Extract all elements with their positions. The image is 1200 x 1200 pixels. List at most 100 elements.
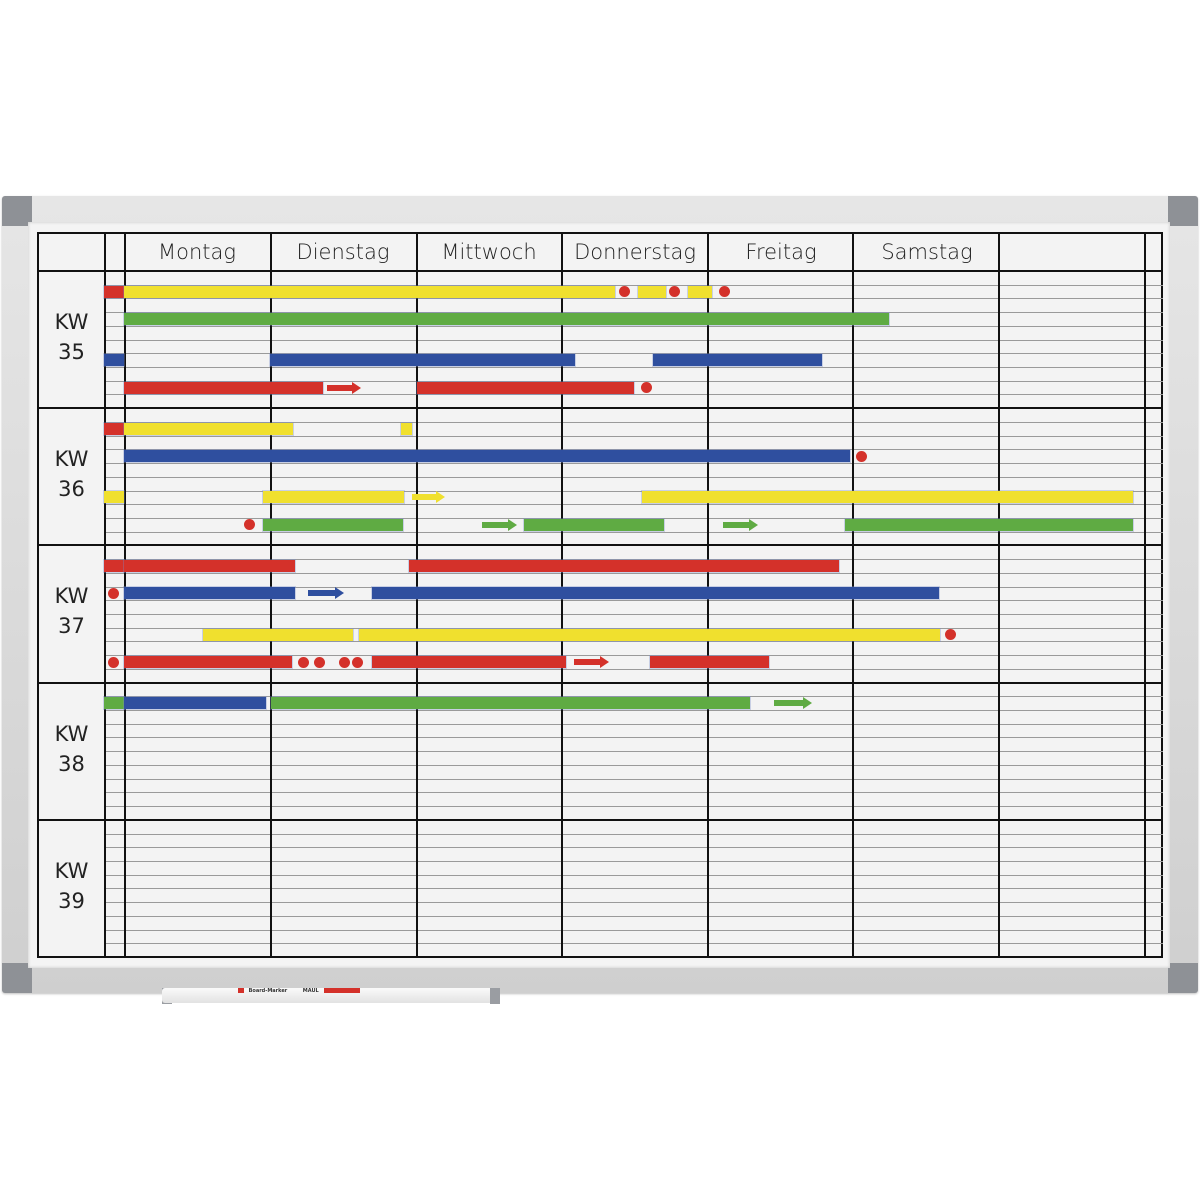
arrow-shaft <box>326 384 353 391</box>
row-line <box>104 490 1163 492</box>
yellow-magnetic-strip[interactable] <box>103 491 124 504</box>
red-magnetic-strip[interactable] <box>124 381 323 394</box>
red-arrow-magnet[interactable] <box>326 381 361 394</box>
week-label: KW 39 <box>39 856 104 916</box>
row-line <box>104 943 1163 945</box>
row-line <box>104 325 1163 327</box>
week-prefix: KW <box>54 858 89 883</box>
arrow-shaft <box>573 659 601 666</box>
red-magnetic-dot[interactable] <box>244 519 256 531</box>
red-magnetic-dot[interactable] <box>641 382 653 394</box>
row-line <box>104 614 1163 615</box>
red-magnetic-dot[interactable] <box>314 656 326 668</box>
green-magnetic-strip[interactable] <box>845 518 1133 531</box>
frame-corner <box>2 963 32 993</box>
arrow-shaft <box>307 590 337 597</box>
red-magnetic-strip[interactable] <box>124 559 295 572</box>
arrow-head-icon <box>748 518 758 531</box>
red-magnetic-strip[interactable] <box>649 656 770 669</box>
week-number: 36 <box>58 477 85 502</box>
red-magnetic-dot[interactable] <box>352 656 364 668</box>
red-magnetic-strip[interactable] <box>103 422 124 435</box>
blue-magnetic-strip[interactable] <box>103 354 124 367</box>
yellow-magnetic-strip[interactable] <box>262 491 405 504</box>
red-magnetic-strip[interactable] <box>417 381 634 394</box>
green-magnetic-strip[interactable] <box>524 518 665 531</box>
red-magnetic-strip[interactable] <box>103 285 124 298</box>
marker-brand: MAUL <box>302 988 319 994</box>
yellow-magnetic-strip[interactable] <box>202 628 354 641</box>
blue-arrow-magnet[interactable] <box>307 587 345 600</box>
green-arrow-magnet[interactable] <box>773 697 812 710</box>
yellow-magnetic-strip[interactable] <box>637 285 666 298</box>
blue-magnetic-strip[interactable] <box>124 697 266 710</box>
board-marker[interactable]: Board-Marker MAUL <box>238 988 361 994</box>
red-magnetic-strip[interactable] <box>408 559 840 572</box>
row-line <box>104 284 1163 286</box>
day-header: Dienstag <box>296 240 390 264</box>
row-line <box>104 668 1163 670</box>
arrow-head-icon <box>599 656 609 669</box>
row-line <box>104 902 1163 904</box>
row-line <box>104 764 1163 766</box>
blue-magnetic-strip[interactable] <box>372 587 939 600</box>
yellow-magnetic-strip[interactable] <box>642 491 1133 504</box>
green-magnetic-strip[interactable] <box>271 697 751 710</box>
row-line <box>104 559 1163 561</box>
red-magnetic-dot[interactable] <box>107 656 119 668</box>
row-line <box>104 929 1163 931</box>
green-magnetic-strip[interactable] <box>262 518 403 531</box>
row-line <box>104 696 1163 698</box>
arrow-head-icon <box>351 381 361 394</box>
row-line <box>104 888 1163 890</box>
row-line <box>104 394 1163 396</box>
green-magnetic-strip[interactable] <box>124 313 890 326</box>
yellow-arrow-magnet[interactable] <box>411 491 446 504</box>
green-magnetic-strip[interactable] <box>103 697 124 710</box>
blue-magnetic-strip[interactable] <box>652 354 822 367</box>
blue-magnetic-strip[interactable] <box>124 450 850 463</box>
red-magnetic-dot[interactable] <box>855 450 867 462</box>
week-line <box>37 407 1163 410</box>
row-line <box>104 367 1163 369</box>
row-line <box>104 723 1163 725</box>
week-line <box>37 544 1163 547</box>
yellow-magnetic-strip[interactable] <box>124 422 294 435</box>
red-magnetic-strip[interactable] <box>124 656 292 669</box>
arrow-head-icon <box>335 587 345 600</box>
red-magnetic-dot[interactable] <box>718 286 730 298</box>
row-line <box>104 792 1163 794</box>
yellow-magnetic-strip[interactable] <box>124 285 615 298</box>
red-magnetic-strip[interactable] <box>372 656 567 669</box>
yellow-magnetic-strip[interactable] <box>359 628 941 641</box>
red-magnetic-dot[interactable] <box>107 587 119 599</box>
blue-magnetic-strip[interactable] <box>270 354 576 367</box>
week-number: 37 <box>58 614 85 639</box>
red-arrow-magnet[interactable] <box>573 656 609 669</box>
row-line <box>104 586 1163 588</box>
green-arrow-magnet[interactable] <box>722 518 758 531</box>
red-magnetic-dot[interactable] <box>338 656 350 668</box>
row-line <box>104 874 1163 876</box>
row-line <box>104 476 1163 478</box>
day-header: Montag <box>158 240 236 264</box>
column-line <box>1144 232 1146 958</box>
blue-magnetic-strip[interactable] <box>124 587 295 600</box>
arrow-shaft <box>411 494 438 501</box>
arrow-shaft <box>722 521 750 528</box>
row-line <box>104 449 1163 451</box>
frame-corner <box>1168 196 1198 226</box>
week-label: KW 36 <box>39 444 104 504</box>
green-arrow-magnet[interactable] <box>481 518 517 531</box>
red-magnetic-strip[interactable] <box>103 559 124 572</box>
week-line <box>37 270 1163 272</box>
row-line <box>104 298 1163 300</box>
red-magnetic-dot[interactable] <box>668 286 680 298</box>
yellow-magnetic-strip[interactable] <box>687 285 713 298</box>
red-magnetic-dot[interactable] <box>619 286 631 298</box>
row-line <box>104 600 1163 602</box>
arrow-shaft <box>773 700 804 707</box>
red-magnetic-dot[interactable] <box>944 629 956 641</box>
red-magnetic-dot[interactable] <box>298 656 310 668</box>
yellow-magnetic-strip[interactable] <box>401 422 412 435</box>
